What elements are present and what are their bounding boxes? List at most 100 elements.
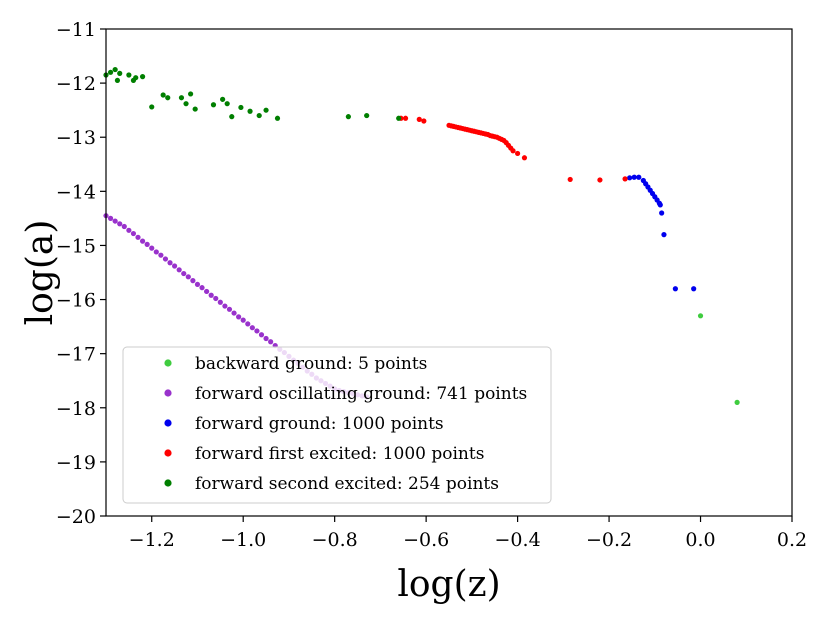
data-point	[167, 260, 173, 266]
data-point	[597, 177, 603, 183]
legend-marker	[164, 359, 172, 367]
data-point	[139, 238, 146, 244]
x-axis-label: log(z)	[397, 564, 500, 605]
data-point	[153, 249, 159, 255]
x-tick-label: −0.6	[403, 529, 449, 551]
x-tick-label: 0.0	[685, 529, 715, 551]
data-point	[247, 108, 253, 114]
data-point	[135, 234, 141, 240]
data-point	[188, 91, 194, 97]
data-point	[181, 270, 187, 277]
data-point	[165, 95, 171, 101]
data-point	[274, 115, 281, 121]
data-point	[631, 174, 637, 180]
data-point	[204, 288, 210, 295]
data-point	[178, 95, 185, 101]
y-tick-label: −14	[56, 181, 96, 203]
legend-entry: forward first excited: 1000 points	[195, 444, 484, 464]
data-point	[149, 104, 155, 110]
legend: backward ground: 5 points forward oscilla…	[122, 346, 552, 504]
series-4	[103, 66, 402, 121]
data-point	[112, 218, 118, 224]
y-tick-label: −17	[56, 344, 96, 366]
data-point	[183, 101, 189, 107]
data-point	[622, 176, 628, 182]
y-tick-label: −15	[56, 235, 96, 257]
data-point	[185, 274, 191, 280]
data-point	[114, 77, 121, 84]
legend-marker	[164, 479, 172, 487]
data-point	[627, 175, 633, 181]
y-tick-label: −12	[56, 73, 96, 95]
data-point	[521, 155, 528, 161]
data-point	[126, 227, 132, 233]
x-axis: −1.2 −1.0 −0.8 −0.6 −0.4 −0.2 0.0 0.2	[129, 516, 807, 551]
y-axis: −20 −19 −18 −17 −16 −15 −14 −13 −12 −11	[56, 19, 106, 528]
data-point	[213, 295, 219, 302]
series-layer	[103, 66, 740, 405]
legend-box	[122, 346, 552, 504]
data-point	[697, 313, 704, 319]
data-point	[199, 285, 205, 291]
data-point	[107, 69, 114, 75]
data-point	[192, 106, 198, 112]
legend-entry: forward oscillating ground: 741 points	[195, 384, 527, 404]
data-point	[245, 321, 251, 327]
data-point	[236, 314, 242, 320]
data-point	[107, 215, 114, 221]
legend-entry: backward ground: 5 points	[195, 354, 427, 374]
data-point	[345, 114, 351, 120]
data-point	[263, 335, 269, 342]
data-point	[249, 325, 255, 331]
data-point	[661, 232, 667, 238]
x-tick-label: −0.4	[495, 529, 541, 551]
data-point	[263, 107, 269, 113]
y-axis-label: log(a)	[20, 220, 61, 326]
data-point	[190, 278, 196, 284]
y-tick-label: −18	[56, 398, 96, 420]
data-point	[258, 332, 265, 338]
data-point	[158, 252, 164, 258]
data-point	[172, 263, 178, 269]
series-3	[398, 115, 628, 183]
data-point	[176, 267, 182, 273]
data-point	[130, 230, 137, 237]
data-point	[208, 292, 214, 298]
data-point	[162, 256, 169, 262]
x-tick-label: −0.2	[586, 529, 632, 551]
data-point	[421, 118, 427, 124]
data-point	[567, 176, 573, 183]
data-point	[224, 101, 230, 107]
legend-entry: forward second excited: 254 points	[195, 474, 499, 494]
plot-frame	[105, 28, 793, 517]
data-point	[734, 399, 740, 405]
legend-marker	[164, 389, 172, 397]
x-tick-label: −1.2	[129, 529, 175, 551]
data-point	[149, 245, 155, 251]
data-point	[659, 210, 665, 216]
data-point	[672, 286, 678, 292]
legend-entry: forward ground: 1000 points	[195, 414, 444, 434]
y-tick-label: −19	[56, 452, 96, 474]
y-tick-label: −16	[56, 290, 96, 312]
data-point	[364, 112, 370, 119]
data-point	[657, 202, 663, 208]
data-point	[133, 75, 139, 81]
data-point	[636, 174, 642, 180]
data-point	[160, 92, 166, 98]
legend-marker	[164, 449, 172, 457]
data-point	[254, 328, 260, 334]
data-point	[256, 112, 262, 119]
data-point	[217, 299, 223, 305]
data-point	[238, 104, 244, 111]
data-point	[222, 303, 228, 309]
data-point	[510, 148, 516, 154]
data-point	[220, 96, 226, 102]
data-point	[210, 102, 217, 108]
data-point	[231, 310, 237, 316]
data-point	[139, 74, 146, 80]
x-tick-label: −0.8	[312, 529, 358, 551]
data-point	[117, 70, 123, 76]
series-2	[627, 174, 697, 292]
